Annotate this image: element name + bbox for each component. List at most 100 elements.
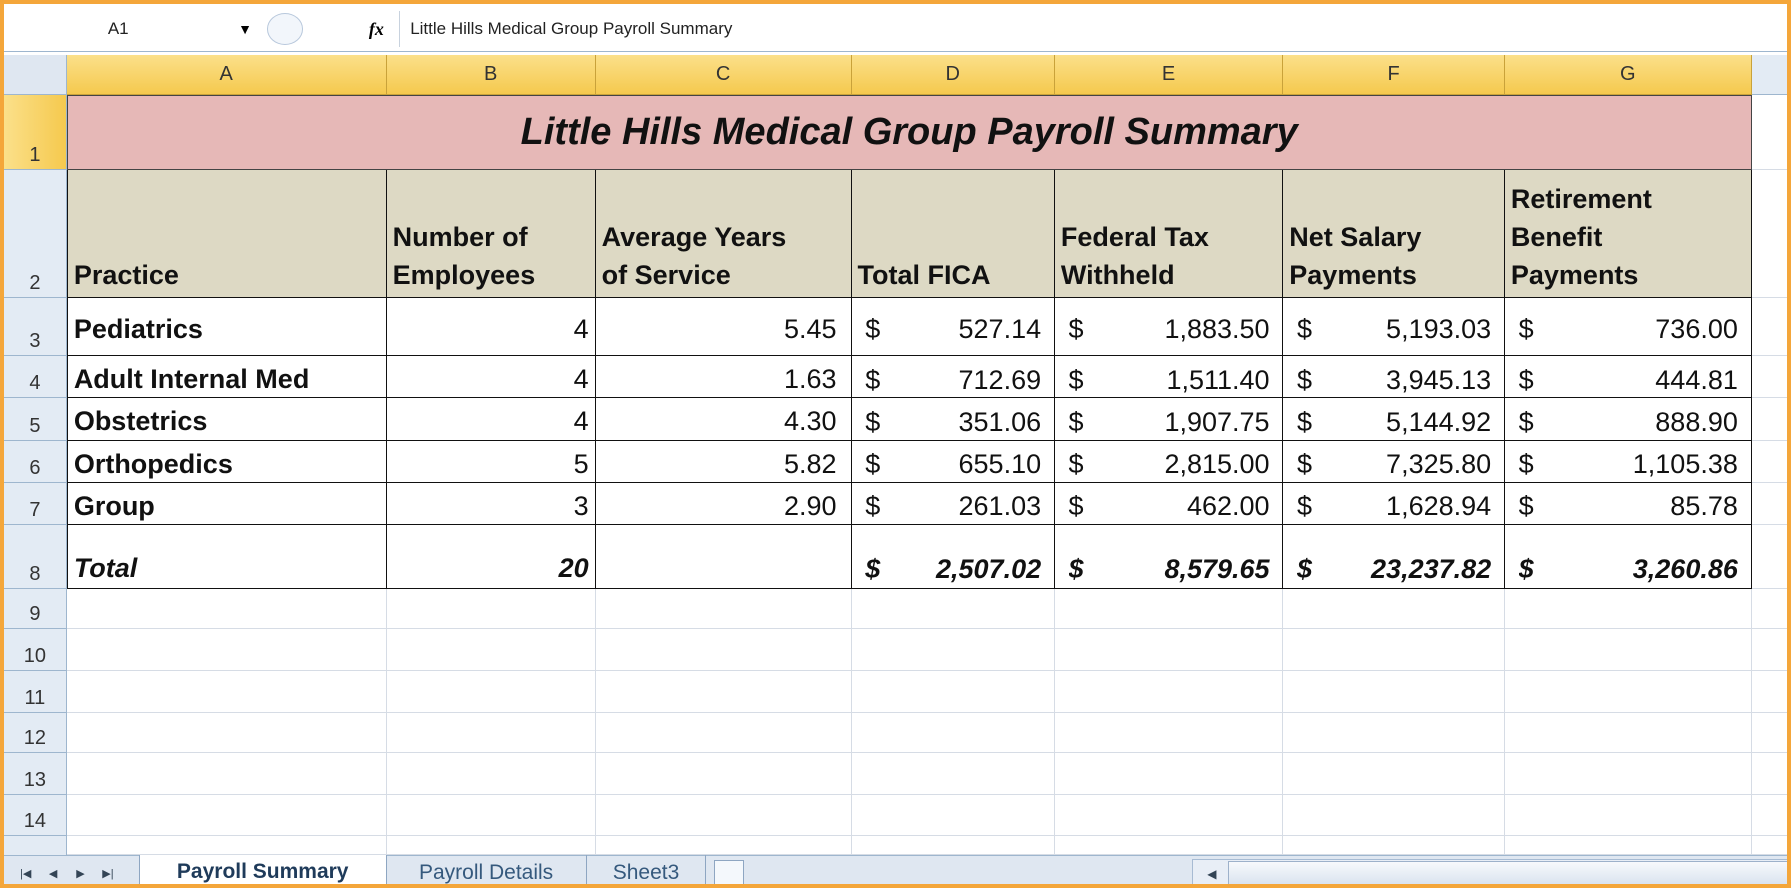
insert-sheet-button[interactable] — [714, 860, 745, 884]
tab-nav-button[interactable]: ◀ — [48, 868, 58, 881]
currency-symbol: $ — [1068, 491, 1084, 522]
row-header[interactable]: 9 — [4, 589, 67, 630]
cell — [595, 752, 852, 795]
column-header[interactable]: F — [1283, 55, 1505, 96]
name-box-dropdown[interactable]: ▼ — [238, 21, 252, 38]
amount: 527.14 — [958, 314, 1042, 345]
amount-cell — [1283, 482, 1505, 526]
cell — [66, 794, 387, 836]
column-title: Total FICA — [851, 169, 1055, 298]
column-title: Net Salary Payments — [1283, 169, 1505, 298]
cell — [851, 589, 1055, 630]
years-cell: 5.45 — [595, 297, 852, 356]
cell — [1054, 836, 1284, 856]
total-amount-cell — [851, 525, 1055, 590]
cell — [1751, 671, 1787, 713]
cell — [1751, 398, 1787, 441]
amount: 2,507.02 — [936, 554, 1042, 585]
formula-input[interactable]: Little Hills Medical Group Payroll Summa… — [399, 10, 1787, 48]
amount: 261.03 — [958, 491, 1042, 522]
cell — [1751, 713, 1787, 753]
column-header[interactable]: A — [66, 55, 387, 96]
name-box[interactable]: A1 — [107, 19, 129, 39]
total-amount-cell — [1504, 525, 1752, 590]
amount-cell — [1054, 398, 1284, 441]
tab-nav-button[interactable]: ▶| — [102, 868, 114, 881]
employees-cell: 4 — [386, 356, 596, 399]
amount-cell — [1054, 440, 1284, 483]
row-header[interactable]: 11 — [4, 671, 67, 713]
amount: 888.90 — [1655, 406, 1738, 437]
cell — [1054, 794, 1284, 836]
cell — [595, 836, 852, 856]
cell — [1283, 629, 1505, 672]
currency-symbol: $ — [865, 364, 881, 395]
cell — [386, 712, 596, 753]
column-header[interactable]: C — [595, 55, 852, 96]
cell — [1504, 589, 1752, 630]
tab-nav-button[interactable]: ▶ — [76, 868, 85, 881]
cell — [851, 712, 1055, 753]
currency-symbol: $ — [1296, 449, 1313, 480]
currency-symbol: $ — [1296, 491, 1313, 522]
column-header[interactable]: E — [1054, 55, 1284, 96]
column-header[interactable]: B — [386, 55, 596, 96]
amount: 1,628.94 — [1386, 491, 1492, 522]
total-amount-cell — [1283, 525, 1505, 590]
total-label: Total — [66, 525, 387, 590]
cell — [1751, 795, 1787, 836]
amount: 712.69 — [958, 364, 1042, 395]
row-header[interactable]: 6 — [4, 440, 67, 483]
formula-cancel-button[interactable] — [266, 13, 304, 46]
row-header[interactable]: 8 — [4, 525, 67, 590]
scroll-left-button[interactable]: ◀ — [1207, 866, 1217, 881]
cell — [851, 671, 1055, 713]
scroll-thumb[interactable] — [1228, 861, 1787, 884]
cell — [1054, 629, 1284, 672]
amount-cell — [1283, 440, 1505, 483]
cell — [1504, 836, 1752, 856]
cell — [66, 836, 387, 856]
column-header[interactable]: G — [1504, 55, 1752, 96]
row-header[interactable]: 14 — [4, 794, 67, 836]
cell — [1283, 836, 1505, 856]
sheet-tab[interactable]: Sheet3 — [587, 855, 707, 884]
insert-function-button[interactable]: fx — [368, 18, 384, 39]
amount: 85.78 — [1670, 491, 1738, 522]
row-header[interactable]: 13 — [4, 752, 67, 795]
select-all-corner[interactable] — [4, 55, 67, 96]
row-header[interactable]: 5 — [4, 398, 67, 441]
employees-cell: 3 — [386, 482, 596, 526]
cell — [595, 629, 852, 672]
cell — [851, 629, 1055, 672]
row-header[interactable]: 1 — [4, 95, 67, 170]
currency-symbol: $ — [1296, 554, 1313, 585]
amount-cell — [1283, 297, 1505, 356]
row-header[interactable]: 10 — [4, 629, 67, 672]
cell — [1283, 752, 1505, 795]
years-cell: 4.30 — [595, 398, 852, 441]
practice-cell: Pediatrics — [66, 297, 387, 356]
column-title: Number of Employees — [386, 169, 596, 298]
sheet-tab[interactable]: Payroll Details — [387, 855, 587, 884]
amount-cell — [1504, 482, 1752, 526]
row-header[interactable]: 3 — [4, 297, 67, 356]
cell — [1054, 752, 1284, 795]
row-header[interactable]: 2 — [4, 169, 67, 298]
currency-symbol: $ — [1518, 314, 1534, 345]
cell — [595, 712, 852, 753]
tab-nav-button[interactable]: |◀ — [20, 868, 32, 881]
column-header — [1751, 55, 1787, 96]
column-header[interactable]: D — [851, 55, 1055, 96]
currency-symbol: $ — [865, 554, 881, 585]
cell — [1751, 95, 1787, 170]
currency-symbol: $ — [1068, 554, 1084, 585]
amount: 655.10 — [958, 449, 1042, 480]
row-header[interactable]: 7 — [4, 482, 67, 526]
cell — [1504, 794, 1752, 836]
row-header[interactable]: 4 — [4, 356, 67, 399]
cell — [595, 525, 852, 590]
row-header[interactable]: 12 — [4, 712, 67, 753]
sheet-tab[interactable]: Payroll Summary — [138, 855, 387, 884]
